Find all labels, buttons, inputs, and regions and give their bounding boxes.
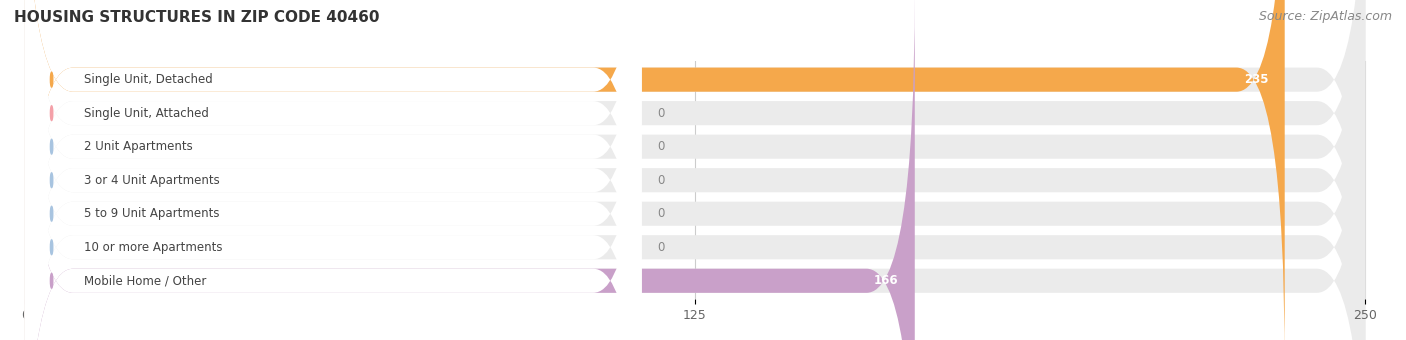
FancyBboxPatch shape [25,0,1365,340]
Text: 5 to 9 Unit Apartments: 5 to 9 Unit Apartments [84,207,219,220]
Circle shape [51,206,53,221]
FancyBboxPatch shape [25,0,641,340]
Circle shape [51,173,53,188]
Circle shape [51,72,53,87]
FancyBboxPatch shape [25,0,641,340]
FancyBboxPatch shape [25,0,1285,340]
Text: Mobile Home / Other: Mobile Home / Other [84,274,207,287]
Text: 0: 0 [658,107,665,120]
Circle shape [51,240,53,255]
FancyBboxPatch shape [25,0,1365,340]
Text: 166: 166 [875,274,898,287]
Text: Single Unit, Detached: Single Unit, Detached [84,73,212,86]
FancyBboxPatch shape [25,0,915,340]
FancyBboxPatch shape [25,0,641,340]
FancyBboxPatch shape [25,0,1365,340]
Text: 0: 0 [658,140,665,153]
Text: 235: 235 [1244,73,1268,86]
Text: 3 or 4 Unit Apartments: 3 or 4 Unit Apartments [84,174,219,187]
FancyBboxPatch shape [25,0,641,340]
Text: 0: 0 [658,174,665,187]
FancyBboxPatch shape [25,0,1365,340]
Text: 2 Unit Apartments: 2 Unit Apartments [84,140,193,153]
Text: HOUSING STRUCTURES IN ZIP CODE 40460: HOUSING STRUCTURES IN ZIP CODE 40460 [14,10,380,25]
Circle shape [51,273,53,288]
FancyBboxPatch shape [25,0,641,340]
Text: Single Unit, Attached: Single Unit, Attached [84,107,208,120]
Circle shape [51,106,53,121]
Text: 0: 0 [658,241,665,254]
FancyBboxPatch shape [25,0,1365,340]
FancyBboxPatch shape [25,0,641,340]
FancyBboxPatch shape [25,0,1365,340]
Text: 0: 0 [658,207,665,220]
Circle shape [51,139,53,154]
FancyBboxPatch shape [25,0,641,340]
Text: Source: ZipAtlas.com: Source: ZipAtlas.com [1258,10,1392,23]
Text: 10 or more Apartments: 10 or more Apartments [84,241,222,254]
FancyBboxPatch shape [25,0,1365,340]
